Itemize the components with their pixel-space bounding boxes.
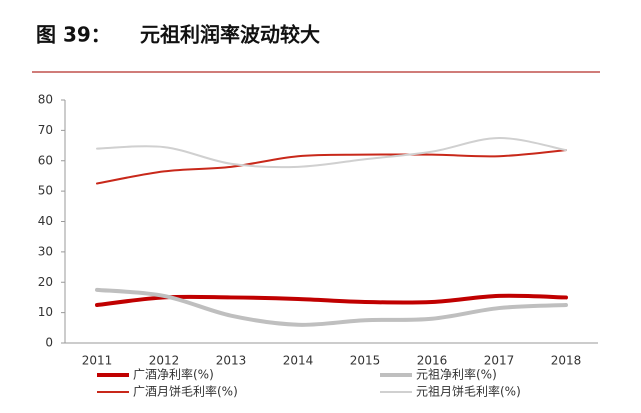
x-tick-label: 2014 (283, 354, 314, 368)
series-line (96, 149, 567, 185)
y-tick-label: 0 (45, 336, 53, 350)
legend-label: 元祖净利率(%) (416, 367, 497, 382)
x-tick-label: 2011 (82, 354, 113, 368)
y-tick-label: 40 (38, 214, 53, 228)
x-tick-label: 2013 (216, 354, 247, 368)
x-tick-label: 2016 (417, 354, 448, 368)
series-line (96, 136, 567, 169)
y-tick-label: 80 (38, 93, 53, 107)
x-tick-label: 2017 (484, 354, 515, 368)
legend-label: 广酒月饼毛利率(%) (133, 384, 238, 399)
y-tick-label: 70 (38, 123, 53, 137)
figure-label: 图 39： (36, 23, 111, 47)
x-tick-label: 2015 (350, 354, 381, 368)
x-tick-label: 2012 (149, 354, 180, 368)
legend-label: 广酒净利率(%) (133, 367, 214, 382)
chart-title: 元祖利润率波动较大 (140, 23, 320, 47)
y-tick-label: 60 (38, 153, 53, 167)
y-tick-label: 10 (38, 305, 53, 319)
y-tick-label: 50 (38, 184, 53, 198)
legend-label: 元祖月饼毛利率(%) (416, 384, 521, 399)
series-line (95, 287, 568, 327)
y-tick-label: 30 (38, 244, 53, 258)
y-tick-label: 20 (38, 275, 53, 289)
x-tick-label: 2018 (551, 354, 582, 368)
